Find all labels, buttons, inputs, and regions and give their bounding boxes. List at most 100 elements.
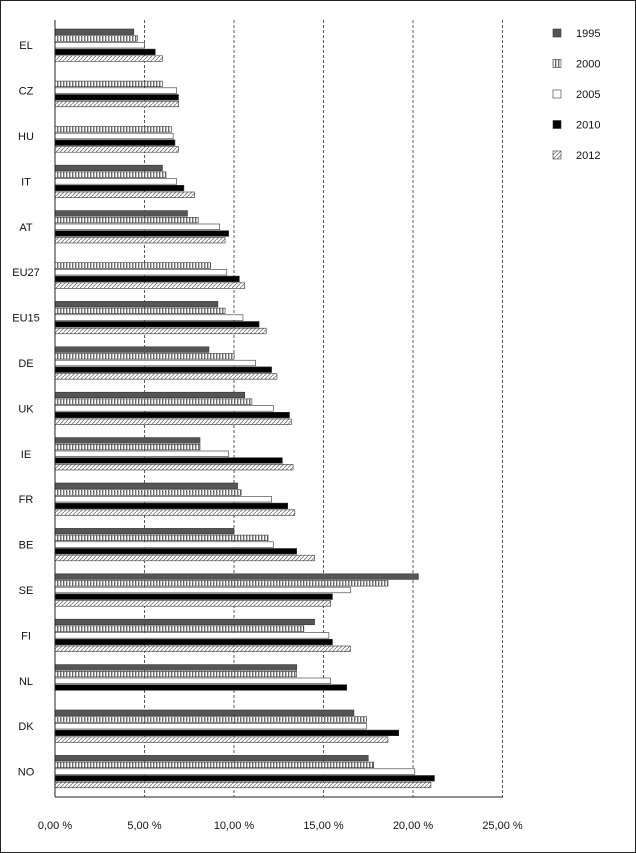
axes <box>54 20 503 798</box>
x-tick-label: 5,00 % <box>127 820 161 832</box>
bar <box>54 87 178 94</box>
bar <box>54 314 244 321</box>
legend-label: 2012 <box>576 150 600 162</box>
bar <box>54 139 176 146</box>
category-label: IT <box>21 176 31 188</box>
bar <box>54 716 367 723</box>
bar <box>54 35 138 42</box>
category-label: FR <box>19 494 34 506</box>
bar <box>54 541 274 548</box>
bar <box>54 600 331 607</box>
bar <box>54 573 419 580</box>
x-tick-label: 15,00 % <box>303 820 344 832</box>
bar <box>54 482 238 489</box>
x-tick-label: 25,00 % <box>482 820 523 832</box>
category-label: FI <box>21 630 31 642</box>
bar <box>54 437 201 444</box>
bar <box>54 580 389 587</box>
bar <box>54 528 235 535</box>
legend-swatch <box>552 89 562 99</box>
legend-swatch <box>552 120 562 129</box>
bars <box>54 28 435 789</box>
legend-swatch <box>552 59 562 68</box>
bar <box>54 217 199 224</box>
legend-swatch <box>552 150 562 160</box>
bar <box>54 100 179 108</box>
bar <box>54 373 278 380</box>
legend: 1995 2000 2005 2010 2012 <box>552 28 600 162</box>
bar <box>54 237 226 244</box>
category-label: NL <box>19 676 33 688</box>
bar <box>54 489 242 496</box>
bar <box>54 327 267 335</box>
bar <box>54 457 283 464</box>
bar <box>54 645 351 652</box>
bar <box>54 398 253 405</box>
bar <box>54 677 331 684</box>
bar <box>54 443 201 451</box>
bar <box>54 761 374 768</box>
category-label: DE <box>18 358 33 370</box>
category-labels: EL CZ HU IT AT EU27 EU15 DE UK IE FR BE SE FI NL DK NO <box>12 40 40 778</box>
legend-label: 2005 <box>576 89 600 101</box>
bar <box>54 359 256 367</box>
bar <box>54 353 235 360</box>
category-label: SE <box>19 585 34 597</box>
category-label: BE <box>19 540 34 552</box>
category-label: AT <box>19 222 33 234</box>
bar <box>54 391 246 399</box>
category-label: UK <box>18 403 34 415</box>
bar <box>54 586 351 594</box>
bar <box>54 185 185 192</box>
bar <box>54 42 145 49</box>
bar <box>54 418 292 425</box>
x-tick-label: 20,00 % <box>393 820 434 832</box>
bar <box>54 346 210 353</box>
bar <box>54 548 297 555</box>
bar <box>54 496 272 503</box>
bar <box>54 509 296 516</box>
bar <box>54 307 226 315</box>
bar <box>54 301 219 308</box>
bar <box>54 48 156 55</box>
category-label: EU27 <box>12 267 40 279</box>
bar <box>54 405 274 412</box>
bar <box>54 146 179 153</box>
bar <box>54 625 305 632</box>
bar <box>54 502 288 510</box>
bar <box>54 593 333 600</box>
x-tick-labels: 0,00 % 5,00 % 10,00 % 15,00 % 20,00 % 25,00 % <box>38 820 523 832</box>
bar <box>54 282 246 289</box>
bar <box>54 55 163 62</box>
bar <box>54 664 297 671</box>
bar <box>54 670 297 678</box>
bar <box>54 723 367 730</box>
bar <box>54 464 294 471</box>
bar <box>54 94 179 101</box>
bar <box>54 80 163 87</box>
bar <box>54 554 315 562</box>
bar <box>54 223 220 230</box>
x-tick-label: 10,00 % <box>214 820 255 832</box>
bar <box>54 132 174 140</box>
bar <box>54 638 333 646</box>
bar <box>54 618 315 626</box>
bar <box>54 781 432 789</box>
bar <box>54 230 229 237</box>
bar <box>54 262 212 269</box>
category-label: EU15 <box>12 313 40 325</box>
bar <box>54 709 355 716</box>
bar <box>54 178 178 185</box>
category-label: EL <box>19 40 32 52</box>
legend-swatch <box>552 28 562 38</box>
bar <box>54 736 389 743</box>
bar <box>54 729 399 736</box>
legend-label: 2010 <box>576 120 600 132</box>
legend-label: 2000 <box>576 59 600 71</box>
category-label: HU <box>18 131 34 143</box>
category-label: NO <box>18 767 35 779</box>
bar <box>54 450 229 457</box>
bar <box>54 28 135 35</box>
bar <box>54 366 272 373</box>
